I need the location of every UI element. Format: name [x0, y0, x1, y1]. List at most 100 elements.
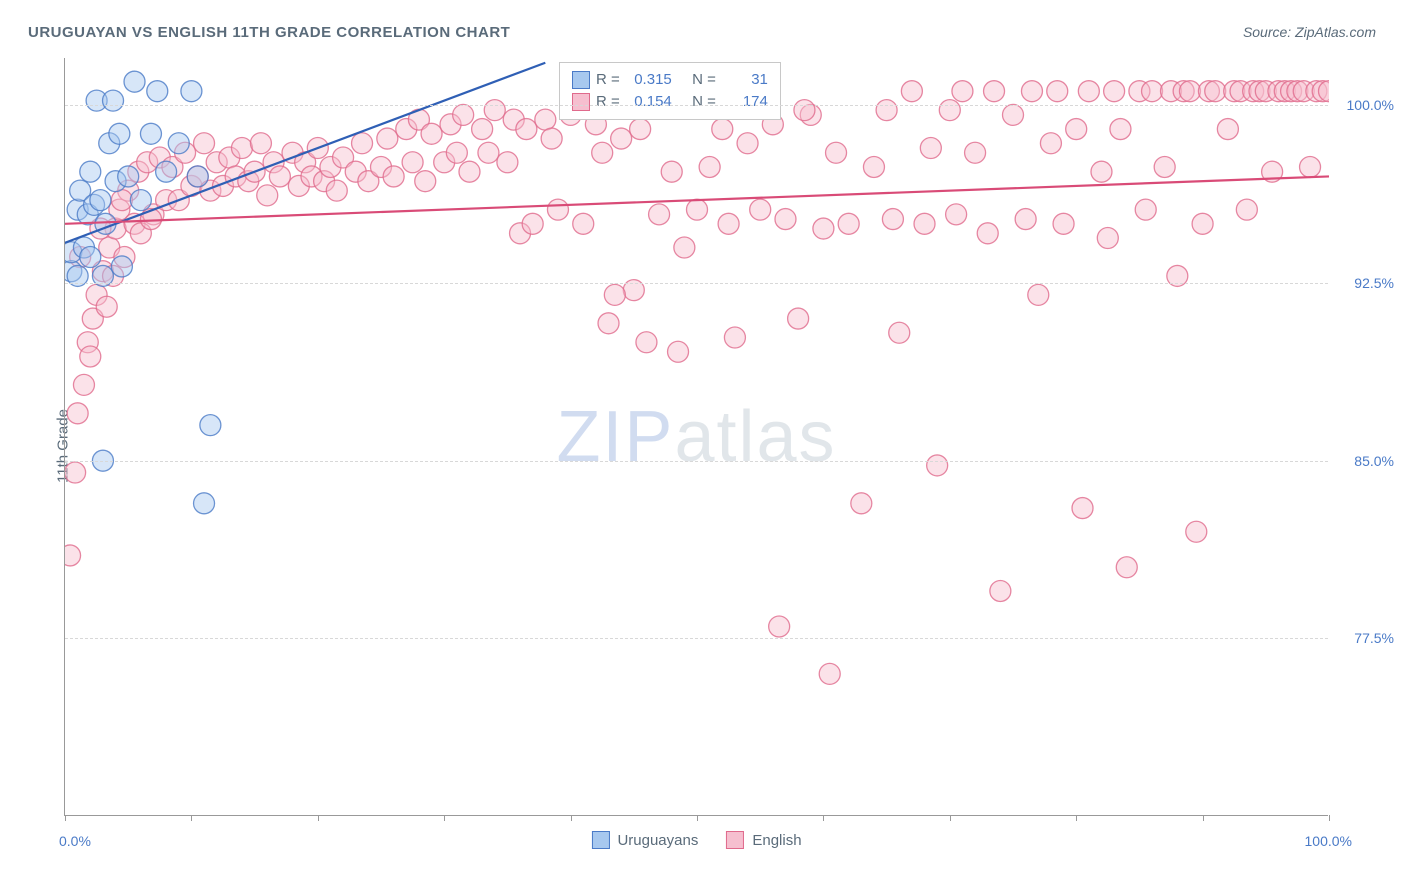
x-tick: [571, 815, 572, 821]
n-label: N =: [692, 69, 716, 91]
data-point: [402, 152, 423, 173]
data-point: [1028, 284, 1049, 305]
data-point: [1110, 119, 1131, 140]
stats-swatch: [572, 71, 590, 89]
data-point: [1015, 209, 1036, 230]
data-point: [541, 128, 562, 149]
chart-title: URUGUAYAN VS ENGLISH 11TH GRADE CORRELAT…: [28, 24, 510, 41]
data-point: [80, 161, 101, 182]
y-tick-label: 85.0%: [1354, 453, 1394, 469]
data-point: [352, 133, 373, 154]
data-point: [109, 123, 130, 144]
data-point: [1205, 81, 1226, 102]
r-value: 0.315: [626, 69, 672, 91]
data-point: [1236, 199, 1257, 220]
data-point: [1186, 521, 1207, 542]
x-tick: [444, 815, 445, 821]
data-point: [592, 142, 613, 163]
data-point: [1066, 119, 1087, 140]
data-point: [1021, 81, 1042, 102]
data-point: [826, 142, 847, 163]
data-point: [73, 374, 94, 395]
data-point: [453, 104, 474, 125]
x-tick: [950, 815, 951, 821]
swatch-uruguayans: [591, 831, 609, 849]
gridline: [65, 461, 1328, 462]
data-point: [326, 180, 347, 201]
data-point: [156, 161, 177, 182]
n-value: 31: [722, 69, 768, 91]
data-point: [421, 123, 442, 144]
data-point: [65, 545, 81, 566]
data-point: [1179, 81, 1200, 102]
n-label: N =: [692, 91, 716, 113]
data-point: [1135, 199, 1156, 220]
data-point: [863, 156, 884, 177]
data-point: [377, 128, 398, 149]
data-point: [415, 171, 436, 192]
legend-item-english: English: [726, 831, 801, 849]
data-point: [1047, 81, 1068, 102]
data-point: [687, 199, 708, 220]
x-tick: [823, 815, 824, 821]
data-point: [200, 415, 221, 436]
data-point: [750, 199, 771, 220]
data-point: [636, 332, 657, 353]
gridline: [65, 283, 1328, 284]
data-point: [194, 133, 215, 154]
y-tick-label: 92.5%: [1354, 275, 1394, 291]
data-point: [661, 161, 682, 182]
data-point: [516, 119, 537, 140]
data-point: [535, 109, 556, 130]
data-point: [952, 81, 973, 102]
legend-label-english: English: [752, 832, 801, 849]
data-point: [269, 166, 290, 187]
data-point: [459, 161, 480, 182]
data-point: [630, 119, 651, 140]
data-point: [668, 341, 689, 362]
gridline: [65, 105, 1328, 106]
data-point: [927, 455, 948, 476]
data-point: [111, 256, 132, 277]
data-point: [547, 199, 568, 220]
data-point: [876, 100, 897, 121]
data-point: [111, 190, 132, 211]
data-point: [472, 119, 493, 140]
data-point: [882, 209, 903, 230]
x-tick: [1203, 815, 1204, 821]
data-point: [611, 128, 632, 149]
x-tick: [65, 815, 66, 821]
data-point: [718, 213, 739, 234]
data-point: [851, 493, 872, 514]
x-tick: [191, 815, 192, 821]
source-label: Source: ZipAtlas.com: [1243, 24, 1376, 40]
data-point: [649, 204, 670, 225]
gridline: [65, 638, 1328, 639]
data-point: [946, 204, 967, 225]
data-point: [1300, 156, 1321, 177]
correlation-chart: URUGUAYAN VS ENGLISH 11TH GRADE CORRELAT…: [20, 20, 1386, 872]
data-point: [181, 81, 202, 102]
data-point: [1003, 104, 1024, 125]
x-tick: [697, 815, 698, 821]
data-point: [140, 209, 161, 230]
data-point: [187, 166, 208, 187]
data-point: [484, 100, 505, 121]
data-point: [573, 213, 594, 234]
data-point: [80, 346, 101, 367]
data-point: [96, 296, 117, 317]
data-point: [194, 493, 215, 514]
data-point: [901, 81, 922, 102]
data-point: [1154, 156, 1175, 177]
data-point: [1192, 213, 1213, 234]
data-point: [838, 213, 859, 234]
data-point: [446, 142, 467, 163]
data-point: [1072, 498, 1093, 519]
x-tick: [1329, 815, 1330, 821]
data-point: [257, 185, 278, 206]
scatter-svg: [65, 58, 1329, 816]
data-point: [984, 81, 1005, 102]
data-point: [1053, 213, 1074, 234]
category-legend: Uruguayans English: [591, 831, 801, 849]
data-point: [819, 663, 840, 684]
